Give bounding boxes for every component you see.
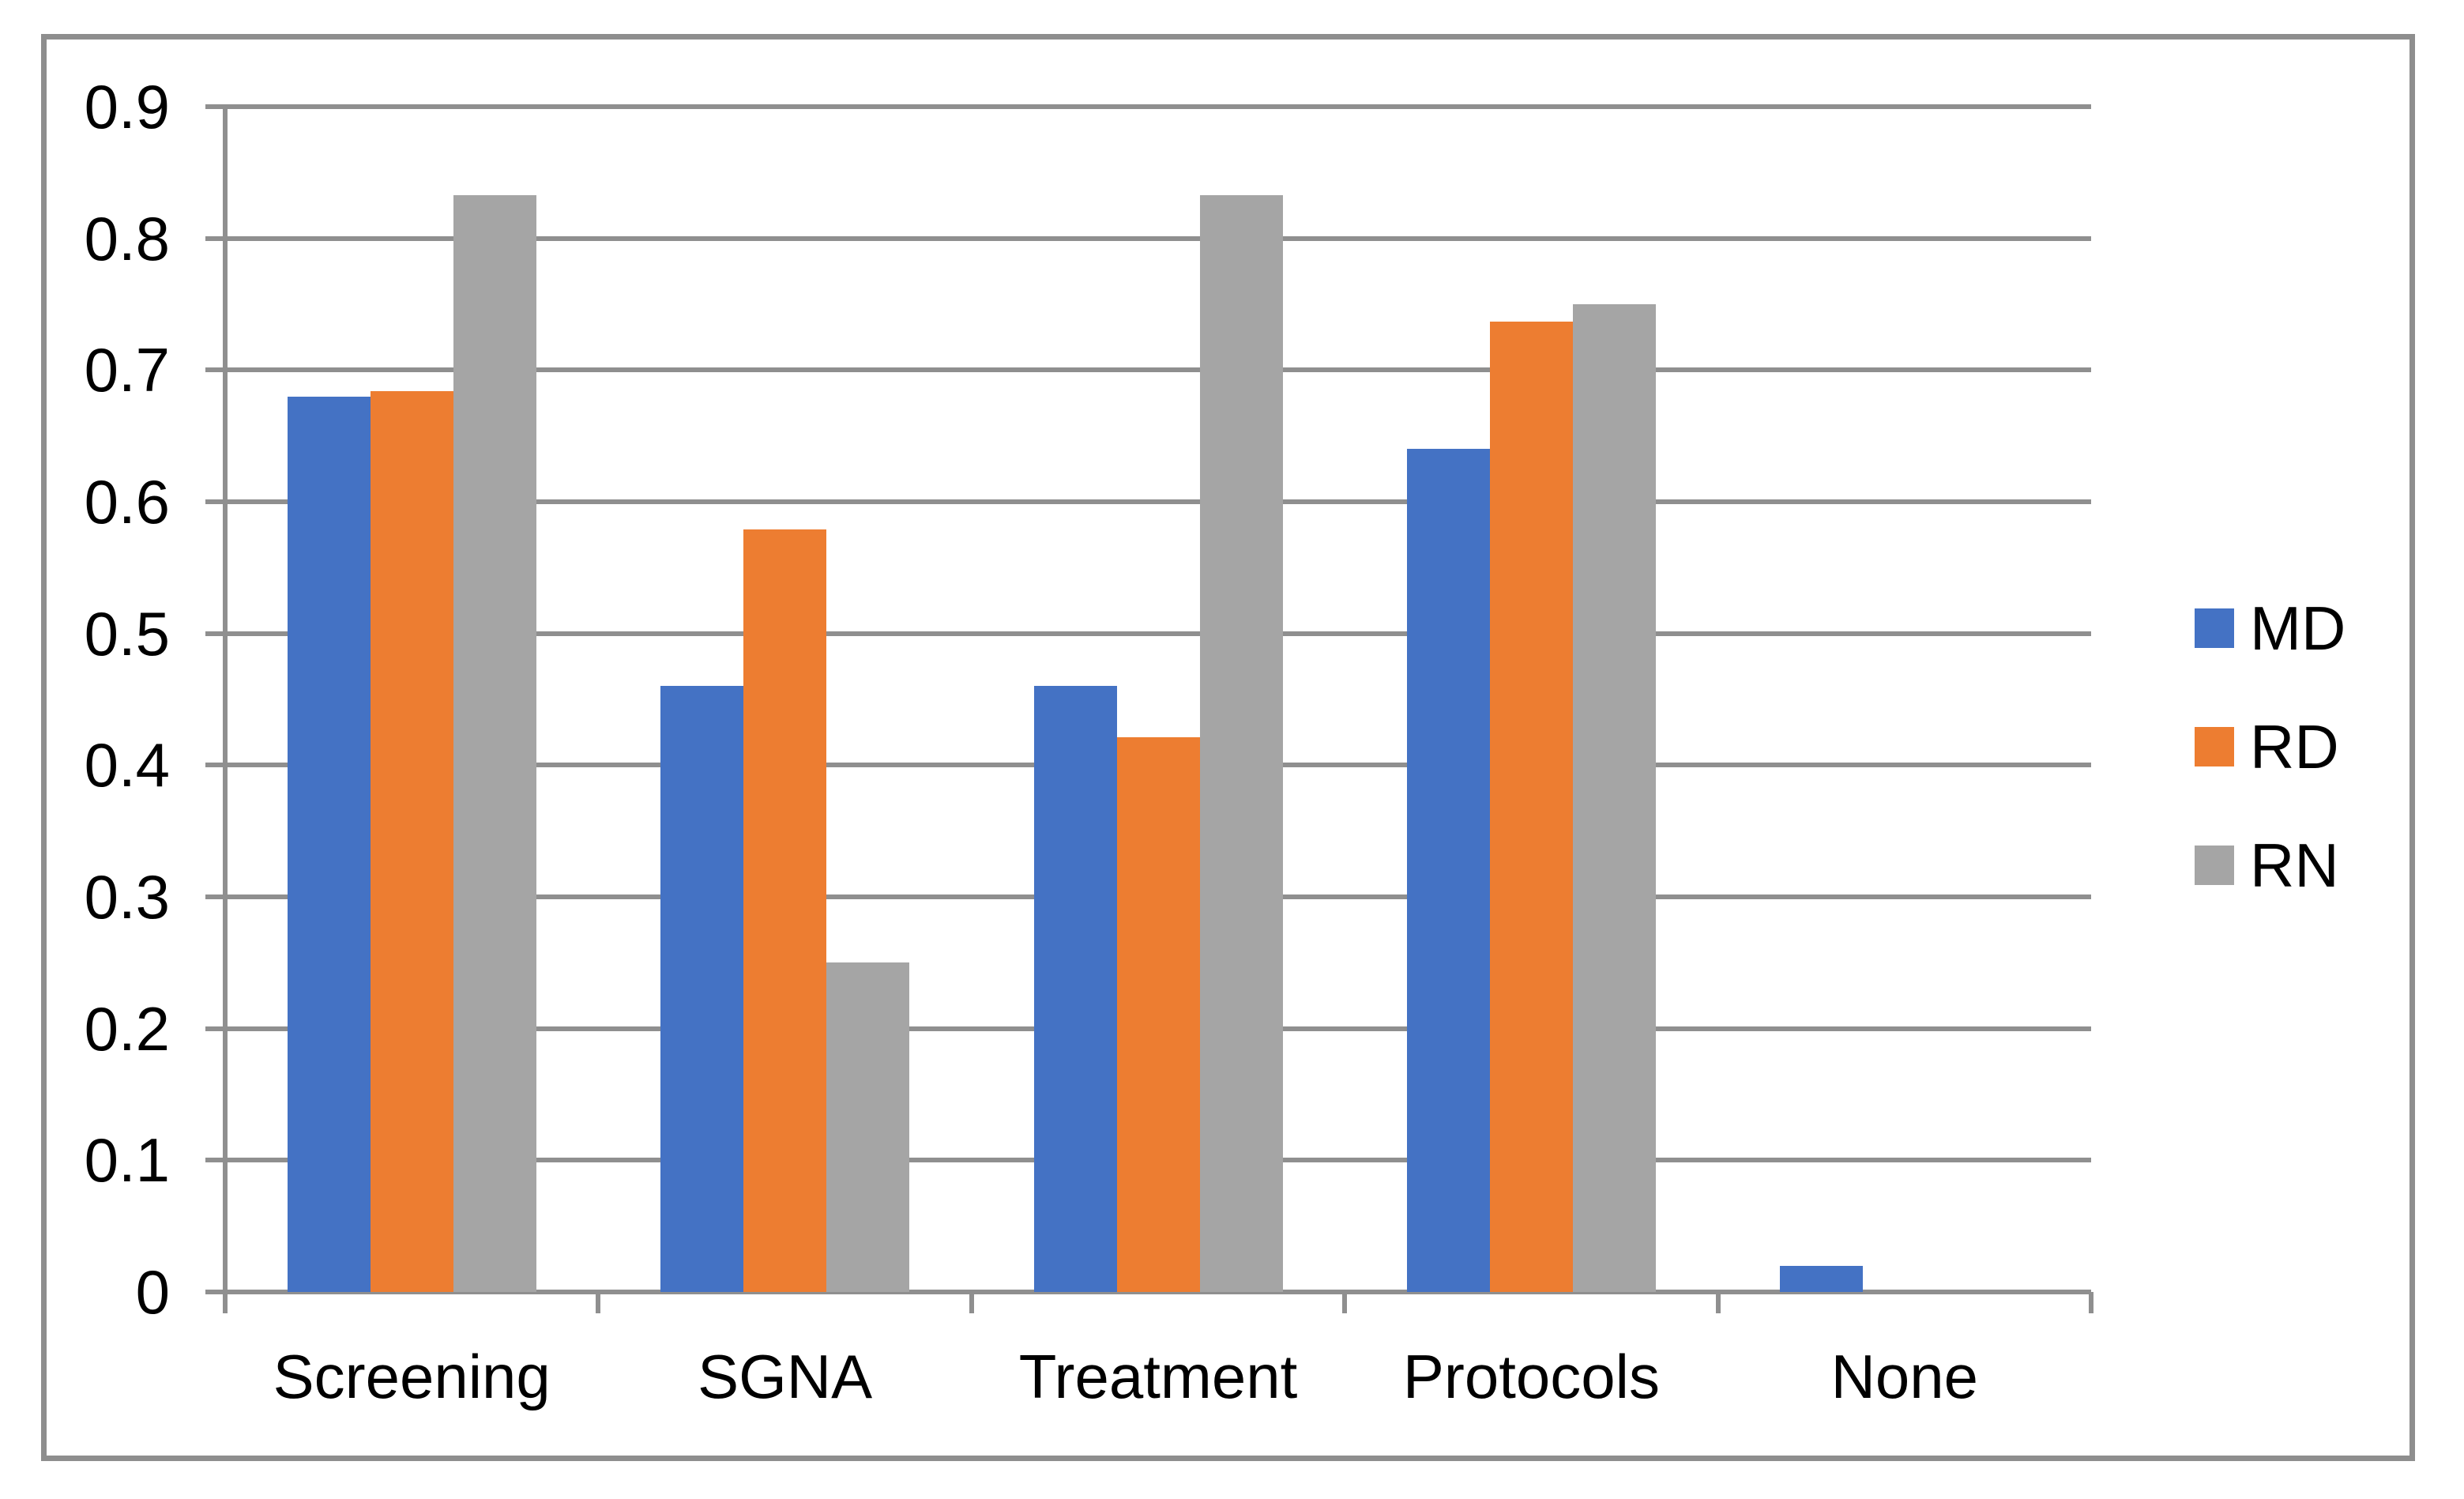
bar-rd-sgna[interactable]: [743, 529, 827, 1292]
bar-md-none[interactable]: [1780, 1265, 1864, 1292]
bar-rn-screening[interactable]: [453, 194, 536, 1292]
legend-label-md: MD: [2250, 593, 2346, 663]
x-axis-tick: [1342, 1292, 1348, 1313]
x-axis-category-label: Screening: [273, 1342, 551, 1411]
y-axis-tick-label: 0.7: [84, 335, 170, 405]
y-axis-line: [223, 107, 228, 1313]
x-axis-line: [205, 1290, 2091, 1294]
y-axis-tick-label: 0: [135, 1257, 170, 1327]
x-axis-category-label: Protocols: [1402, 1342, 1660, 1411]
y-axis-tick-label: 0.3: [84, 862, 170, 932]
x-axis-tick: [969, 1292, 974, 1313]
legend-swatch-md: [2195, 608, 2234, 648]
bar-md-sgna[interactable]: [660, 686, 744, 1292]
x-axis-tick: [2089, 1292, 2093, 1313]
gridline: [205, 631, 2091, 636]
y-axis-tick-label: 0.2: [84, 993, 170, 1064]
y-axis-tick-label: 0.1: [84, 1125, 170, 1196]
bar-rd-protocols[interactable]: [1489, 321, 1573, 1292]
y-axis-tick-label: 0.5: [84, 598, 170, 669]
y-axis-tick-label: 0.4: [84, 730, 170, 800]
gridline: [205, 367, 2091, 373]
x-axis-category-label: Treatment: [1018, 1342, 1298, 1411]
gridline: [205, 104, 2091, 109]
gridline: [205, 235, 2091, 241]
bar-rd-screening[interactable]: [370, 391, 453, 1292]
bar-rd-treatment[interactable]: [1116, 737, 1200, 1292]
bar-md-protocols[interactable]: [1406, 449, 1490, 1292]
bar-md-screening[interactable]: [287, 396, 371, 1292]
x-axis-tick: [1715, 1292, 1721, 1313]
bar-rn-protocols[interactable]: [1572, 304, 1656, 1292]
bar-md-treatment[interactable]: [1033, 686, 1117, 1292]
y-axis-tick-label: 0.8: [84, 203, 170, 273]
x-axis-category-label: None: [1830, 1342, 1979, 1411]
bar-rn-sgna[interactable]: [826, 962, 910, 1292]
y-axis-tick-label: 0.6: [84, 467, 170, 537]
bar-rn-treatment[interactable]: [1199, 194, 1283, 1292]
legend-label-rd: RD: [2250, 712, 2339, 782]
legend-swatch-rn: [2195, 846, 2234, 885]
y-axis-tick-label: 0.9: [84, 72, 170, 141]
x-axis-tick: [596, 1292, 601, 1313]
x-axis-category-label: SGNA: [698, 1342, 873, 1411]
gridline: [205, 499, 2091, 504]
legend-swatch-rd: [2195, 727, 2234, 766]
legend-label-rn: RN: [2250, 830, 2339, 900]
